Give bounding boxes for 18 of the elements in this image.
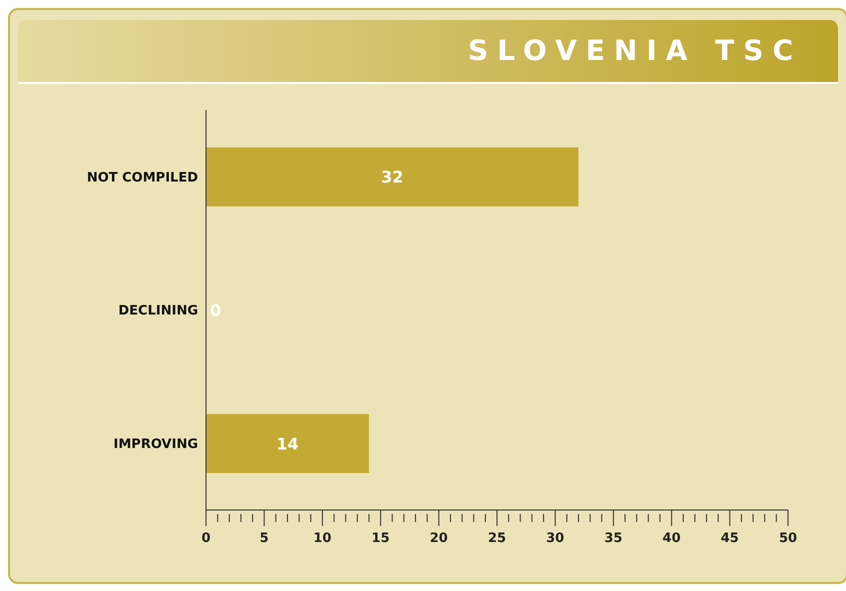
- y-tick-label: IMPROVING: [114, 436, 198, 452]
- x-tick-label: 5: [260, 531, 269, 546]
- x-tick-label: 10: [313, 531, 332, 546]
- x-tick-label: 15: [372, 531, 390, 546]
- x-tick-label: 45: [720, 531, 739, 546]
- x-tick-label: 35: [604, 531, 622, 546]
- x-tick-label: 40: [662, 531, 681, 546]
- x-tick-label: 20: [430, 531, 448, 546]
- data-label: 14: [276, 434, 299, 454]
- data-label: 32: [381, 168, 404, 187]
- x-tick-label: 30: [546, 531, 564, 546]
- y-tick-label: NOT COMPILED: [86, 170, 198, 186]
- x-tick-label: 25: [488, 531, 506, 546]
- x-tick-label: 0: [201, 531, 211, 546]
- chart-title: SLOVENIA TSC: [468, 34, 802, 67]
- data-label: 0: [210, 301, 222, 320]
- x-tick-label: 50: [778, 531, 798, 546]
- y-tick-label: DECLINING: [118, 304, 198, 319]
